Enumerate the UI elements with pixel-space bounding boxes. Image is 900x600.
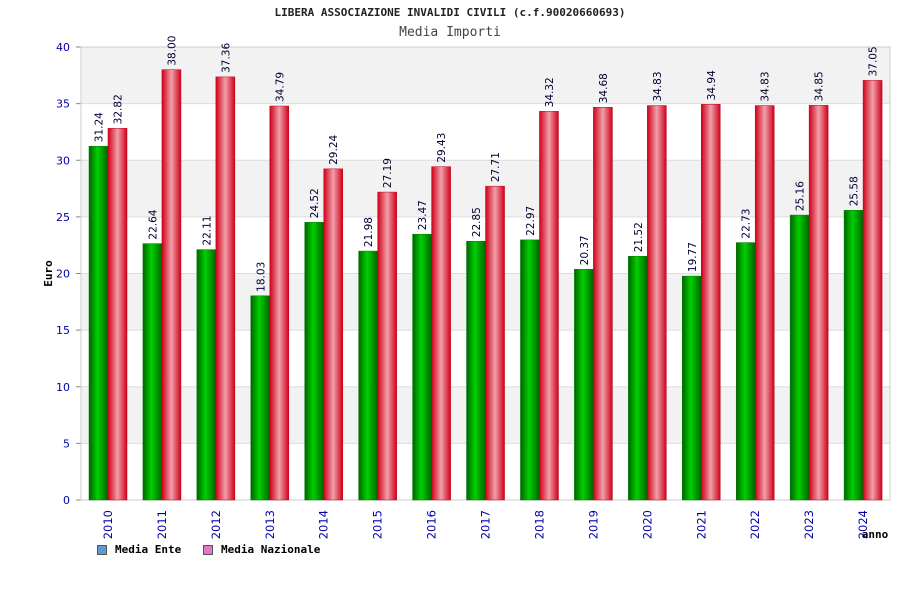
data-label: 34.68 — [598, 73, 610, 103]
bar-media-ente — [304, 222, 324, 501]
bar-media-ente — [196, 249, 217, 501]
bar-media-ente — [250, 295, 271, 501]
legend-label: Media Ente — [115, 543, 182, 556]
legend-item-media-ente: Media Ente — [97, 543, 181, 556]
x-tick-label: 2011 — [155, 510, 169, 539]
bar-media-nazionale — [431, 166, 451, 501]
data-label: 37.05 — [868, 46, 880, 76]
x-tick-label: 2020 — [640, 510, 654, 539]
data-label: 34.32 — [544, 77, 556, 107]
data-label: 29.43 — [436, 133, 448, 163]
bar-media-nazionale — [377, 191, 397, 501]
data-label: 22.11 — [201, 216, 213, 246]
data-label: 34.85 — [814, 71, 826, 101]
y-tick-label: 30 — [56, 154, 70, 167]
data-label: 22.97 — [525, 206, 537, 236]
bar-media-ente — [628, 256, 648, 501]
bar-media-ente — [520, 239, 540, 501]
bar-media-nazionale — [323, 168, 343, 501]
bar-media-nazionale — [754, 105, 775, 501]
data-label: 21.98 — [363, 217, 375, 247]
bar-media-nazionale — [215, 76, 236, 501]
x-tick-label: 2010 — [101, 510, 115, 539]
bar-media-nazionale — [701, 104, 721, 501]
y-tick-label: 20 — [56, 268, 70, 281]
chart-subtitle: Media Importi — [399, 25, 501, 40]
data-label: 27.71 — [490, 152, 502, 182]
y-tick-label: 10 — [56, 381, 70, 394]
bar-media-ente — [412, 233, 432, 501]
chart-title: LIBERA ASSOCIAZIONE INVALIDI CIVILI (c.f… — [274, 6, 626, 19]
x-tick-label: 2024 — [856, 510, 870, 539]
data-label: 21.52 — [633, 222, 645, 252]
x-tick-label: 2012 — [209, 510, 223, 539]
bar-media-ente — [88, 145, 109, 501]
data-label: 19.77 — [687, 242, 699, 272]
y-tick-label: 0 — [63, 494, 70, 507]
data-label: 34.83 — [652, 71, 664, 101]
bar-media-nazionale — [161, 69, 182, 501]
data-label: 29.24 — [328, 134, 340, 164]
data-label: 32.82 — [113, 94, 125, 124]
x-axis-label: anno — [862, 528, 889, 541]
y-tick-label: 5 — [63, 437, 70, 450]
legend-swatch — [97, 544, 107, 555]
bar-media-ente — [142, 243, 163, 501]
legend-item-media-nazionale: Media Nazionale — [203, 543, 320, 556]
y-axis-label: Euro — [42, 260, 55, 287]
data-label: 25.58 — [849, 176, 861, 206]
legend-label: Media Nazionale — [221, 543, 321, 556]
data-label: 22.64 — [147, 209, 159, 239]
data-label: 38.00 — [166, 36, 178, 66]
data-label: 27.19 — [382, 158, 394, 188]
x-tick-label: 2021 — [694, 510, 708, 539]
x-tick-label: 2015 — [371, 510, 385, 539]
bar-media-nazionale — [647, 105, 667, 501]
bar-media-nazionale — [862, 80, 883, 501]
data-label: 20.37 — [579, 235, 591, 265]
data-label: 25.16 — [795, 181, 807, 211]
x-tick-label: 2019 — [586, 510, 600, 539]
x-tick-label: 2017 — [479, 510, 493, 539]
x-tick-label: 2016 — [425, 510, 439, 539]
legend-swatch — [203, 544, 213, 555]
bar-media-ente — [358, 250, 378, 501]
data-label: 22.73 — [741, 209, 753, 239]
bar-media-nazionale — [269, 105, 290, 501]
bar-media-ente — [735, 242, 756, 501]
data-label: 23.47 — [417, 200, 429, 230]
data-label: 22.85 — [471, 207, 483, 237]
y-tick-label: 40 — [56, 41, 70, 54]
x-tick-label: 2018 — [532, 510, 546, 539]
data-label: 34.94 — [706, 70, 718, 100]
x-tick-label: 2023 — [802, 510, 816, 539]
y-tick-label: 25 — [56, 211, 70, 224]
bar-media-ente — [789, 214, 810, 501]
bar-media-ente — [843, 210, 864, 501]
bar-media-nazionale — [808, 105, 829, 501]
y-tick-label: 15 — [56, 324, 70, 337]
data-label: 18.03 — [255, 262, 267, 292]
bar-media-nazionale — [485, 185, 505, 501]
x-tick-label: 2022 — [748, 510, 762, 539]
data-label: 24.52 — [309, 188, 321, 218]
data-label: 34.79 — [274, 72, 286, 102]
bar-media-ente — [682, 275, 702, 501]
bar-media-ente — [574, 269, 594, 501]
y-tick-label: 35 — [56, 98, 70, 111]
data-label: 37.36 — [220, 43, 232, 73]
bar-media-nazionale — [107, 128, 128, 501]
x-tick-label: 2014 — [317, 510, 331, 539]
bar-media-ente — [466, 240, 486, 501]
data-label: 31.24 — [94, 112, 106, 142]
bar-media-nazionale — [593, 106, 613, 501]
data-label: 34.83 — [760, 71, 772, 101]
x-tick-label: 2013 — [263, 510, 277, 539]
bar-media-nazionale — [539, 111, 559, 501]
